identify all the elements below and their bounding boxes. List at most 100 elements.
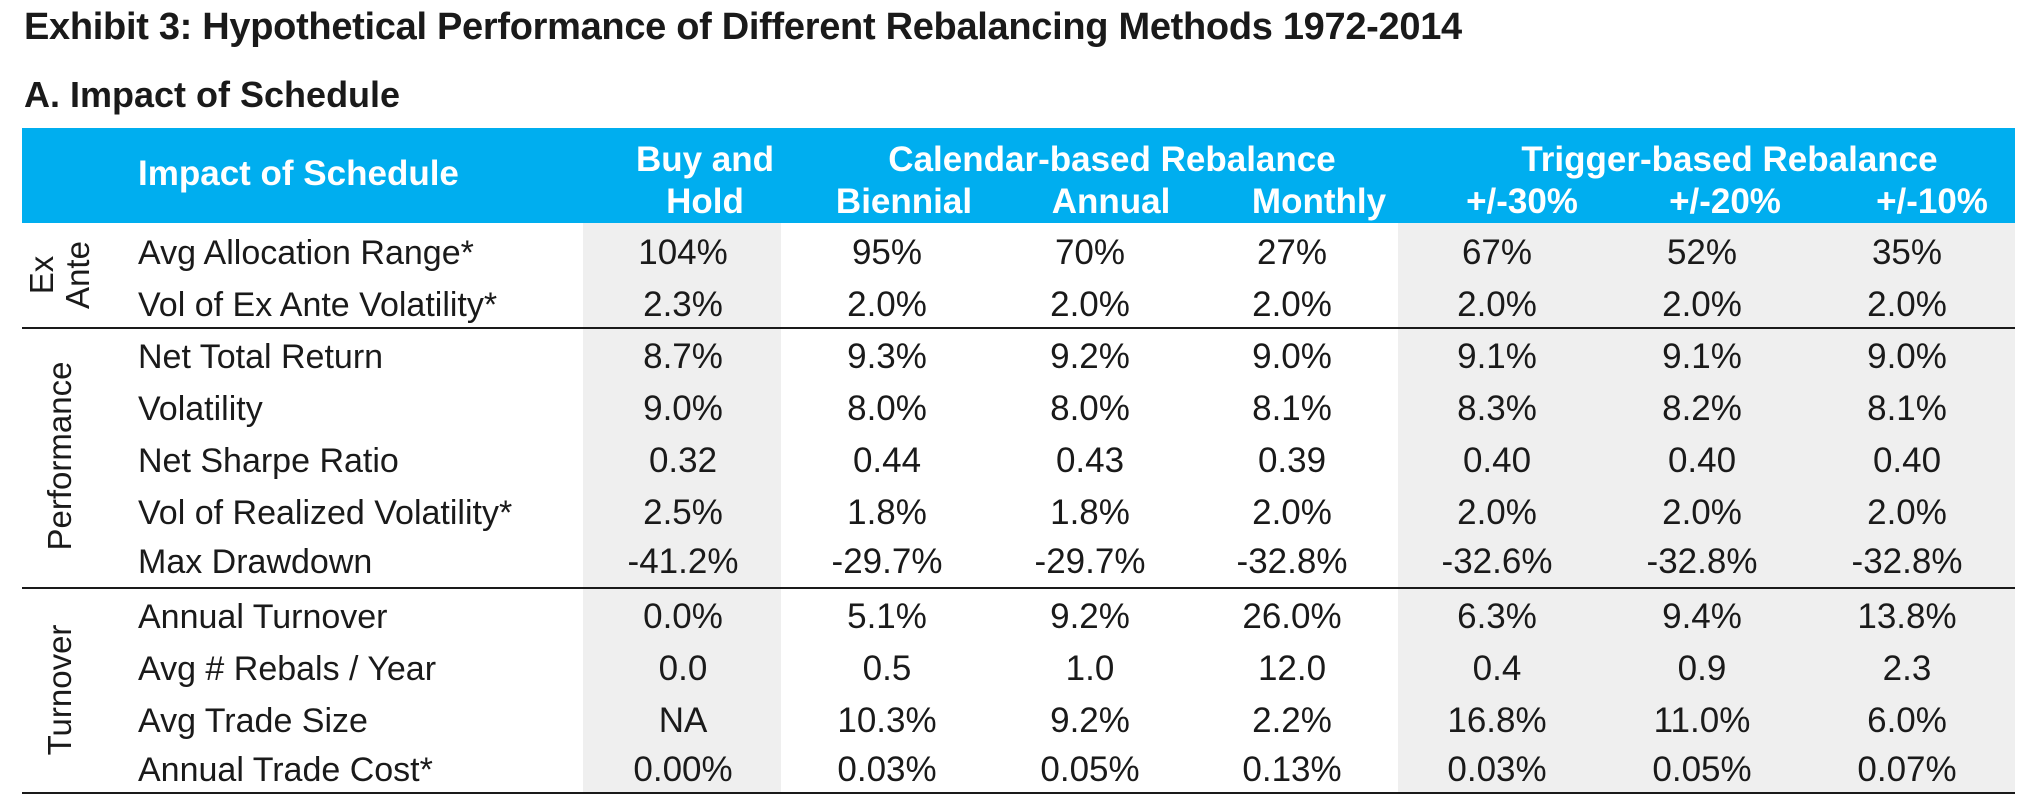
table-row: Avg Trade Size NA 10.3% 9.2% 2.2% 16.8% … (0, 695, 2025, 747)
shade-trigger (1398, 223, 2015, 793)
cell-monthly: 0.13% (1242, 750, 1342, 789)
rule-bottom (22, 792, 2015, 794)
header-col-trigger-20: +/-20% (1669, 182, 1781, 221)
page-title: Exhibit 3: Hypothetical Performance of D… (24, 6, 1462, 48)
cell-annual: 9.2% (1050, 701, 1130, 740)
cell-trigger-30: 0.4 (1472, 649, 1522, 688)
cell-trigger-30: 0.03% (1447, 750, 1547, 789)
header-col-trigger-10: +/-10% (1876, 182, 1988, 221)
table-row: Annual Trade Cost* 0.00% 0.03% 0.05% 0.1… (0, 744, 2025, 796)
table-row: Net Total Return 8.7% 9.3% 9.2% 9.0% 9.1… (0, 331, 2025, 383)
cell-trigger-20: 2.0% (1662, 493, 1742, 532)
cell-trigger-10: 35% (1871, 233, 1943, 272)
table-row: Avg # Rebals / Year 0.0 0.5 1.0 12.0 0.4… (0, 643, 2025, 695)
row-label: Volatility (138, 390, 263, 428)
header-buy-hold-line2: Hold (666, 182, 744, 221)
shade-buy-hold (583, 223, 781, 793)
header-calendar-group: Calendar-based Rebalance (888, 140, 1336, 179)
cell-annual: -29.7% (1034, 542, 1146, 581)
header-buy-hold-line1: Buy and (635, 140, 775, 179)
cell-trigger-20: 9.1% (1662, 337, 1742, 376)
table-row: Vol of Realized Volatility* 2.5% 1.8% 1.… (0, 487, 2025, 539)
table-row: Avg Allocation Range* 104% 95% 70% 27% 6… (0, 227, 2025, 279)
cell-trigger-30: 16.8% (1447, 701, 1547, 740)
cell-trigger-20: 11.0% (1653, 701, 1751, 740)
cell-trigger-10: 0.40 (1872, 441, 1942, 480)
header-label-col: Impact of Schedule (138, 154, 459, 193)
cell-buy-hold: 0.00% (633, 750, 733, 789)
cell-trigger-10: 9.0% (1867, 337, 1947, 376)
cell-biennial: 8.0% (847, 389, 927, 428)
row-label: Vol of Ex Ante Volatility* (138, 286, 498, 324)
header-col-trigger-30: +/-30% (1466, 182, 1578, 221)
header-col-biennial: Biennial (835, 182, 973, 221)
row-label: Net Total Return (138, 338, 384, 376)
cell-biennial: 0.44 (852, 441, 922, 480)
cell-annual: 2.0% (1050, 285, 1130, 324)
cell-trigger-10: 13.8% (1857, 597, 1957, 636)
cell-trigger-30: 8.3% (1457, 389, 1537, 428)
cell-monthly: 9.0% (1252, 337, 1332, 376)
rule-after-performance (22, 587, 2015, 589)
row-label: Annual Turnover (138, 598, 388, 636)
header-col-monthly: Monthly (1251, 182, 1387, 221)
cell-trigger-30: 0.40 (1462, 441, 1532, 480)
cell-trigger-20: 2.0% (1662, 285, 1742, 324)
cell-monthly: 2.0% (1252, 285, 1332, 324)
row-label: Vol of Realized Volatility* (138, 494, 513, 532)
rule-after-ex-ante (22, 327, 2015, 329)
header-trigger-group: Trigger-based Rebalance (1521, 140, 1938, 179)
cell-annual: 9.2% (1050, 597, 1130, 636)
cell-biennial: 0.5 (862, 649, 912, 688)
cell-trigger-30: 2.0% (1457, 493, 1537, 532)
cell-trigger-30: 2.0% (1457, 285, 1537, 324)
cell-trigger-30: -32.6% (1441, 542, 1553, 581)
cell-annual: 0.43 (1055, 441, 1125, 480)
cell-biennial: 0.03% (837, 750, 937, 789)
cell-biennial: 95% (851, 233, 923, 272)
cell-trigger-20: 9.4% (1662, 597, 1742, 636)
row-label: Avg Allocation Range* (138, 234, 474, 272)
cell-annual: 8.0% (1050, 389, 1130, 428)
cell-trigger-30: 67% (1461, 233, 1533, 272)
cell-trigger-10: 0.07% (1857, 750, 1957, 789)
cell-annual: 70% (1054, 233, 1126, 272)
cell-buy-hold: NA (658, 701, 708, 740)
cell-trigger-20: 0.9 (1677, 649, 1727, 688)
cell-annual: 9.2% (1050, 337, 1130, 376)
cell-monthly: 2.0% (1252, 493, 1332, 532)
cell-monthly: 12.0 (1257, 649, 1327, 688)
cell-trigger-20: 8.2% (1662, 389, 1742, 428)
cell-trigger-30: 6.3% (1457, 597, 1537, 636)
cell-monthly: 2.2% (1252, 701, 1332, 740)
cell-annual: 1.0 (1065, 649, 1115, 688)
cell-trigger-10: 2.0% (1867, 493, 1947, 532)
cell-buy-hold: 104% (638, 233, 728, 272)
cell-trigger-20: 0.05% (1652, 750, 1752, 789)
header-col-annual: Annual (1051, 182, 1171, 221)
cell-biennial: 10.3% (837, 701, 937, 740)
cell-buy-hold: 2.5% (643, 493, 723, 532)
cell-buy-hold: 2.3% (643, 285, 723, 324)
row-label: Avg Trade Size (138, 702, 368, 740)
row-label: Avg # Rebals / Year (138, 650, 437, 688)
cell-trigger-20: 52% (1666, 233, 1738, 272)
cell-trigger-20: -32.8% (1646, 542, 1758, 581)
cell-trigger-10: 6.0% (1867, 701, 1947, 740)
cell-buy-hold: -41.2% (627, 542, 739, 581)
cell-monthly: 27% (1256, 233, 1328, 272)
table-row: Max Drawdown -41.2% -29.7% -29.7% -32.8%… (0, 536, 2025, 588)
cell-monthly: 8.1% (1252, 389, 1332, 428)
cell-trigger-10: 2.0% (1867, 285, 1947, 324)
cell-biennial: 1.8% (847, 493, 927, 532)
cell-buy-hold: 8.7% (643, 337, 723, 376)
table-row: Vol of Ex Ante Volatility* 2.3% 2.0% 2.0… (0, 279, 2025, 331)
cell-biennial: 5.1% (847, 597, 927, 636)
cell-trigger-10: 2.3 (1882, 649, 1932, 688)
cell-biennial: -29.7% (831, 542, 943, 581)
row-label: Annual Trade Cost* (138, 751, 433, 789)
cell-trigger-20: 0.40 (1667, 441, 1737, 480)
cell-biennial: 2.0% (847, 285, 927, 324)
row-label: Net Sharpe Ratio (138, 442, 399, 480)
